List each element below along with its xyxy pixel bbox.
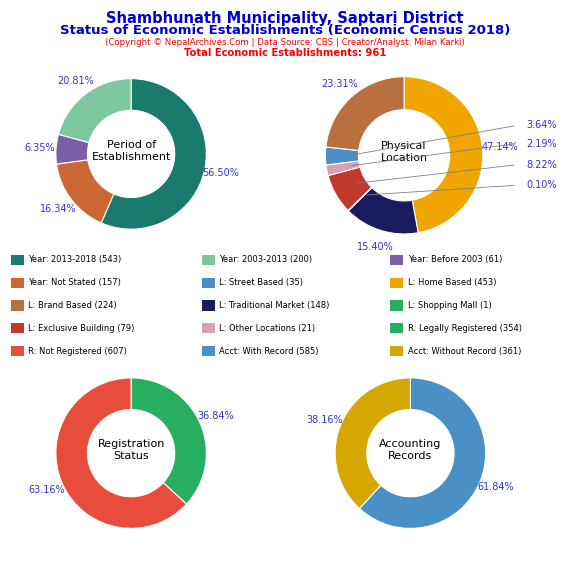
Text: Registration
Status: Registration Status	[97, 439, 165, 461]
Wedge shape	[131, 378, 206, 504]
Wedge shape	[56, 378, 186, 528]
Text: L: Traditional Market (148): L: Traditional Market (148)	[219, 301, 330, 310]
Wedge shape	[325, 147, 359, 165]
Wedge shape	[360, 378, 486, 528]
Text: (Copyright © NepalArchives.Com | Data Source: CBS | Creator/Analyst: Milan Karki: (Copyright © NepalArchives.Com | Data So…	[105, 38, 465, 47]
Wedge shape	[335, 378, 410, 508]
Text: 61.84%: 61.84%	[478, 482, 514, 491]
Text: Accounting
Records: Accounting Records	[379, 439, 442, 461]
Text: 47.14%: 47.14%	[481, 142, 518, 152]
Text: 8.22%: 8.22%	[526, 160, 557, 170]
Wedge shape	[328, 167, 372, 210]
Text: Total Economic Establishments: 961: Total Economic Establishments: 961	[184, 48, 386, 58]
Wedge shape	[404, 76, 483, 233]
Text: Year: 2003-2013 (200): Year: 2003-2013 (200)	[219, 255, 312, 264]
Text: R: Legally Registered (354): R: Legally Registered (354)	[408, 324, 522, 333]
Text: L: Other Locations (21): L: Other Locations (21)	[219, 324, 316, 333]
Wedge shape	[56, 135, 89, 164]
Text: Year: Before 2003 (61): Year: Before 2003 (61)	[408, 255, 502, 264]
Text: Acct: Without Record (361): Acct: Without Record (361)	[408, 347, 521, 356]
Wedge shape	[326, 161, 360, 176]
Text: Shambhunath Municipality, Saptari District: Shambhunath Municipality, Saptari Distri…	[106, 11, 464, 26]
Text: 23.31%: 23.31%	[321, 79, 359, 89]
Text: Physical
Location: Physical Location	[381, 141, 428, 163]
Text: L: Brand Based (224): L: Brand Based (224)	[28, 301, 117, 310]
Text: Year: 2013-2018 (543): Year: 2013-2018 (543)	[28, 255, 122, 264]
Wedge shape	[56, 160, 114, 223]
Wedge shape	[59, 79, 131, 142]
Text: 6.35%: 6.35%	[24, 143, 55, 153]
Wedge shape	[348, 188, 418, 234]
Text: Year: Not Stated (157): Year: Not Stated (157)	[28, 278, 121, 287]
Text: Status of Economic Establishments (Economic Census 2018): Status of Economic Establishments (Econo…	[60, 24, 510, 37]
Text: 38.16%: 38.16%	[307, 415, 343, 425]
Text: 0.10%: 0.10%	[526, 180, 556, 190]
Wedge shape	[101, 79, 206, 229]
Text: 15.40%: 15.40%	[357, 242, 394, 252]
Text: 20.81%: 20.81%	[57, 76, 93, 86]
Text: 63.16%: 63.16%	[28, 485, 66, 495]
Text: Acct: With Record (585): Acct: With Record (585)	[219, 347, 319, 356]
Text: 16.34%: 16.34%	[40, 205, 76, 214]
Text: 3.64%: 3.64%	[526, 120, 556, 131]
Text: L: Shopping Mall (1): L: Shopping Mall (1)	[408, 301, 491, 310]
Text: 2.19%: 2.19%	[526, 139, 557, 149]
Text: L: Street Based (35): L: Street Based (35)	[219, 278, 303, 287]
Wedge shape	[348, 188, 372, 211]
Wedge shape	[326, 76, 404, 150]
Text: Period of
Establishment: Period of Establishment	[91, 140, 171, 162]
Text: R: Not Registered (607): R: Not Registered (607)	[28, 347, 127, 356]
Text: L: Exclusive Building (79): L: Exclusive Building (79)	[28, 324, 135, 333]
Text: 56.50%: 56.50%	[202, 168, 239, 177]
Text: 36.84%: 36.84%	[197, 412, 234, 421]
Text: L: Home Based (453): L: Home Based (453)	[408, 278, 496, 287]
